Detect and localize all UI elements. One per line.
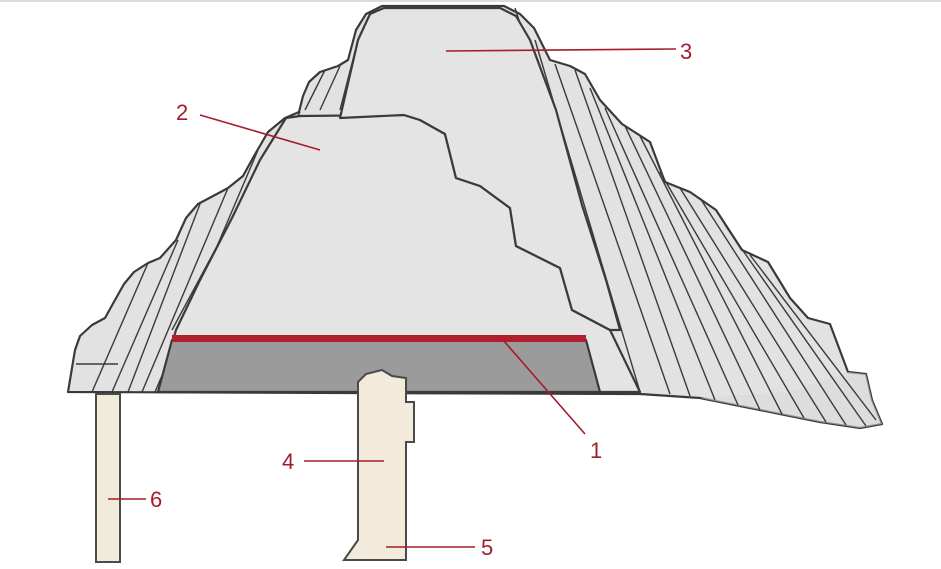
upper-core [338, 6, 622, 332]
callout-3: 3 [680, 39, 692, 64]
callout-1: 1 [590, 438, 602, 463]
leader-3 [445, 48, 677, 52]
leader-2 [199, 114, 321, 151]
red-line [172, 335, 586, 342]
pillar-left [95, 393, 121, 563]
callout-4: 4 [282, 449, 294, 474]
callout-6: 6 [150, 487, 162, 512]
callout-2: 2 [176, 100, 188, 125]
leader-1 [502, 339, 586, 435]
pillar-center [342, 368, 415, 561]
slope-tail [700, 372, 882, 428]
callout-5: 5 [481, 535, 493, 560]
